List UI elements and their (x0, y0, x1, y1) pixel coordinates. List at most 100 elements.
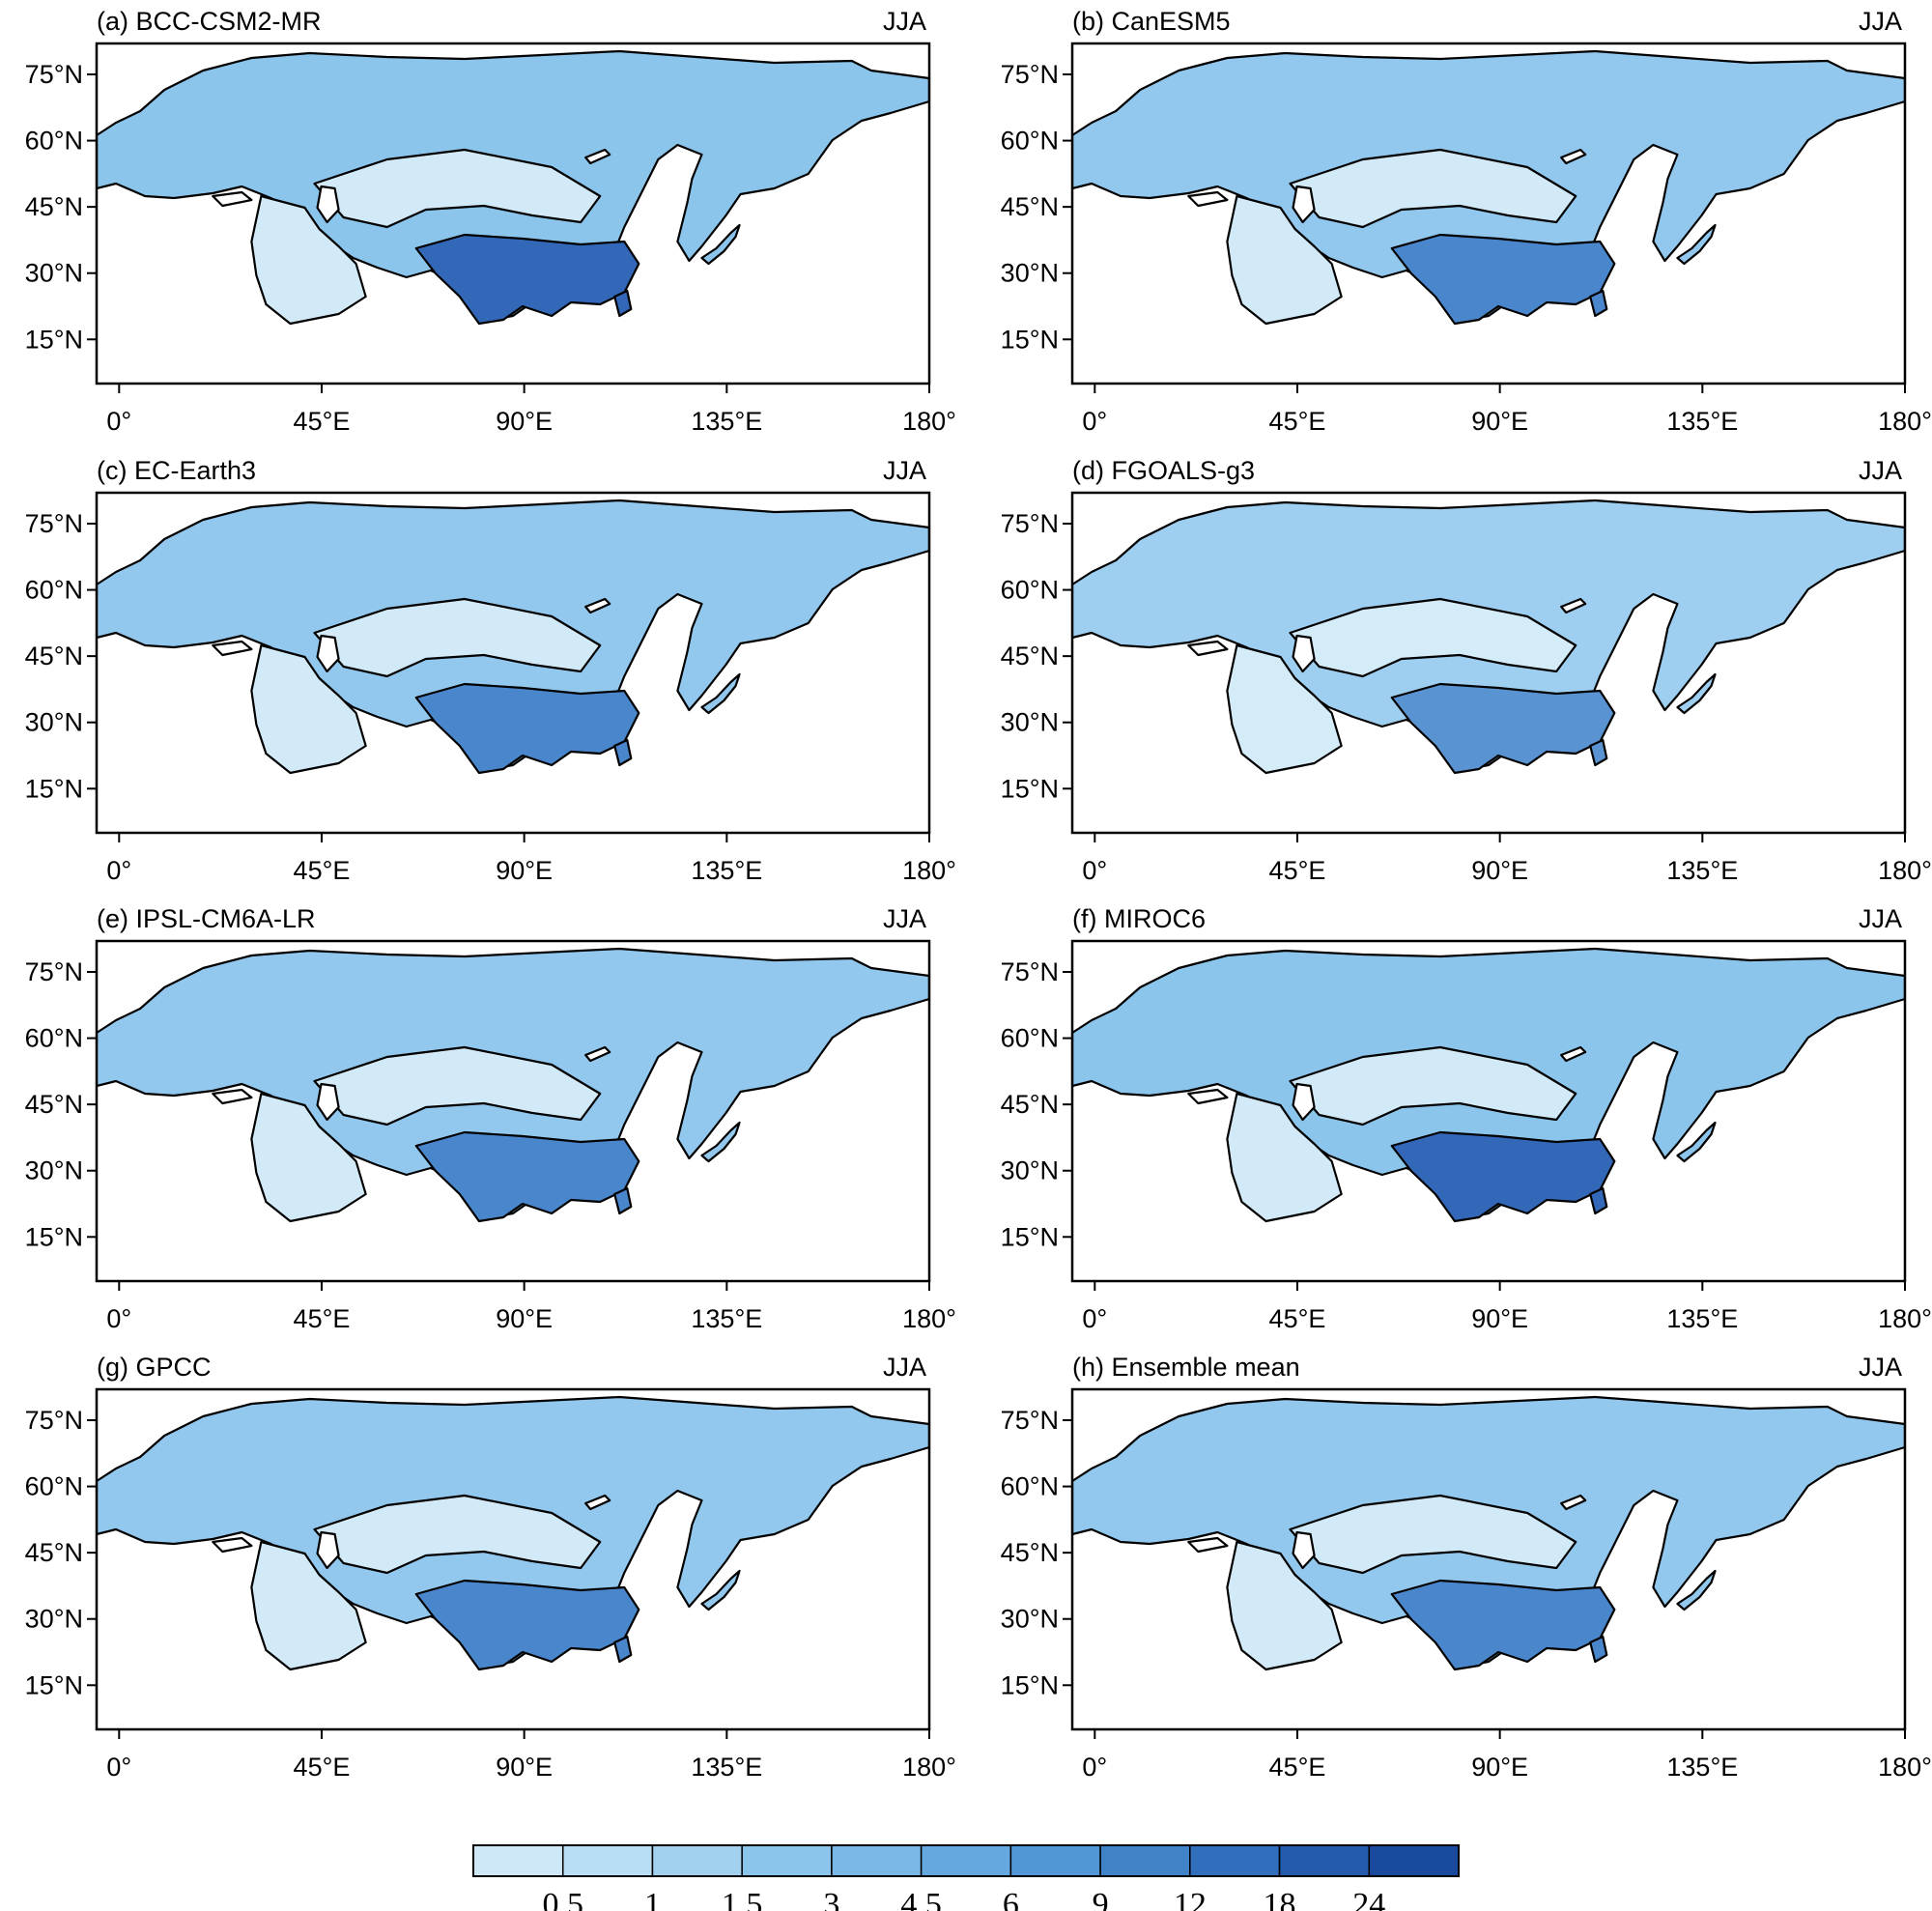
map-frame (95, 491, 931, 835)
land-region (1227, 1094, 1341, 1221)
lon-tick-label: 45°E (294, 1753, 351, 1782)
lon-tick-label: 0° (106, 407, 131, 436)
colorbar-label: 1.5 (722, 1887, 763, 1911)
colorbar-label: 1 (644, 1887, 661, 1911)
lon-tick-label: 90°E (496, 1753, 553, 1782)
season-label: JJA (1859, 904, 1902, 933)
lat-tick-label: 60°N (25, 127, 83, 156)
land-region (1291, 1047, 1577, 1125)
land-region (701, 1571, 739, 1610)
land-region (1590, 1188, 1606, 1213)
map-panel-c: (c) EC-Earth3 JJA 75°N 60°N 45°N 30°N 15°N 0° 45… (25, 456, 956, 885)
lon-tick-label: 180° (902, 856, 956, 885)
land-region (1677, 225, 1715, 264)
colorbar-frame (472, 1844, 1460, 1877)
land-region (1227, 645, 1341, 773)
lat-tick-label: 75°N (1001, 509, 1059, 538)
season-label: JJA (883, 7, 926, 36)
colorbar: 0.5 1 1.5 3 4.5 6 9 12 18 24 (472, 1844, 1460, 1911)
land-region (701, 674, 739, 713)
map-frame (95, 1387, 931, 1731)
lon-tick-label: 45°E (294, 407, 351, 436)
land-region (1677, 1123, 1715, 1161)
colorbar-swatch (741, 1844, 833, 1877)
lat-tick-label: 60°N (25, 1024, 83, 1053)
land-region (1291, 1496, 1577, 1573)
land-region (251, 1094, 365, 1221)
lon-tick-label: 90°E (496, 407, 553, 436)
lat-tick-label: 30°N (25, 708, 83, 737)
colorbar-label: 3 (823, 1887, 839, 1911)
lat-tick-label: 60°N (1001, 127, 1059, 156)
lat-tick-label: 30°N (1001, 259, 1059, 288)
lon-tick-label: 135°E (691, 1753, 762, 1782)
colorbar-label: 24 (1352, 1887, 1385, 1911)
lat-tick-label: 60°N (1001, 1472, 1059, 1501)
lat-tick-label: 45°N (1001, 192, 1059, 221)
lon-tick-label: 45°E (1269, 856, 1326, 885)
lat-tick-label: 15°N (1001, 1670, 1059, 1699)
map-frame (1070, 1387, 1907, 1731)
lon-tick-label: 135°E (1666, 407, 1738, 436)
colorbar-label: 6 (1003, 1887, 1019, 1911)
lat-tick-label: 60°N (1001, 1024, 1059, 1053)
land-region (701, 1123, 739, 1161)
inland-water (1561, 1496, 1585, 1509)
lat-tick-label: 75°N (1001, 957, 1059, 986)
lat-tick-label: 15°N (1001, 1222, 1059, 1251)
lon-tick-label: 135°E (691, 1304, 762, 1333)
panel-title: (g) GPCC (97, 1353, 212, 1382)
lon-tick-label: 180° (902, 1304, 956, 1333)
map-frame (1070, 939, 1907, 1283)
map-area (97, 941, 929, 1281)
land-region (315, 150, 601, 227)
lat-tick-label: 15°N (25, 1670, 83, 1699)
map-panel-e: (e) IPSL-CM6A-LR JJA 75°N 60°N 45°N 30°N 15°N 0… (25, 904, 956, 1333)
panel-title: (h) Ensemble mean (1072, 1353, 1300, 1382)
lat-tick-label: 15°N (1001, 325, 1059, 354)
season-label: JJA (883, 456, 926, 485)
lat-tick-label: 15°N (25, 1222, 83, 1251)
map-panel-a: (a) BCC-CSM2-MR JJA 75°N 60°N 45°N 30°N 15°N 0°… (25, 7, 956, 436)
lon-tick-label: 135°E (1666, 1304, 1738, 1333)
lon-tick-label: 0° (106, 856, 131, 885)
land-region (1392, 684, 1615, 773)
inland-water (1561, 150, 1585, 163)
lon-tick-label: 180° (902, 407, 956, 436)
inland-water (318, 1084, 339, 1120)
lon-tick-label: 45°E (294, 856, 351, 885)
lon-tick-label: 90°E (1471, 407, 1528, 436)
lat-tick-label: 45°N (1001, 1538, 1059, 1567)
land-region (1291, 599, 1577, 676)
map-area (97, 493, 929, 833)
map-frame (1070, 491, 1907, 835)
map-panel-d: (d) FGOALS-g3 JJA 75°N 60°N 45°N 30°N 15°N 0° 45… (1001, 456, 1932, 885)
inland-water (585, 1047, 610, 1061)
lon-tick-label: 90°E (496, 856, 553, 885)
land-region (1590, 1637, 1606, 1662)
land-region (315, 1047, 601, 1125)
lat-tick-label: 45°N (25, 1090, 83, 1119)
inland-water (1293, 636, 1315, 671)
lon-tick-label: 180° (1878, 856, 1932, 885)
colorbar-swatch (1189, 1844, 1281, 1877)
lon-tick-label: 90°E (1471, 856, 1528, 885)
lat-tick-label: 75°N (25, 957, 83, 986)
lon-tick-label: 0° (1082, 1304, 1107, 1333)
inland-water (1188, 1538, 1227, 1552)
lat-tick-label: 30°N (25, 1156, 83, 1185)
lon-tick-label: 45°E (1269, 1753, 1326, 1782)
inland-water (213, 1538, 251, 1552)
lat-tick-label: 75°N (25, 1406, 83, 1435)
panel-title: (b) CanESM5 (1072, 7, 1231, 36)
lon-tick-label: 180° (1878, 1753, 1932, 1782)
lat-tick-label: 45°N (1001, 642, 1059, 670)
land-region (701, 225, 739, 264)
inland-water (318, 186, 339, 222)
lat-tick-label: 15°N (25, 325, 83, 354)
inland-water (1188, 1090, 1227, 1103)
lon-tick-label: 0° (106, 1753, 131, 1782)
lat-tick-label: 45°N (25, 1538, 83, 1567)
inland-water (1561, 599, 1585, 613)
lat-tick-label: 30°N (1001, 1156, 1059, 1185)
